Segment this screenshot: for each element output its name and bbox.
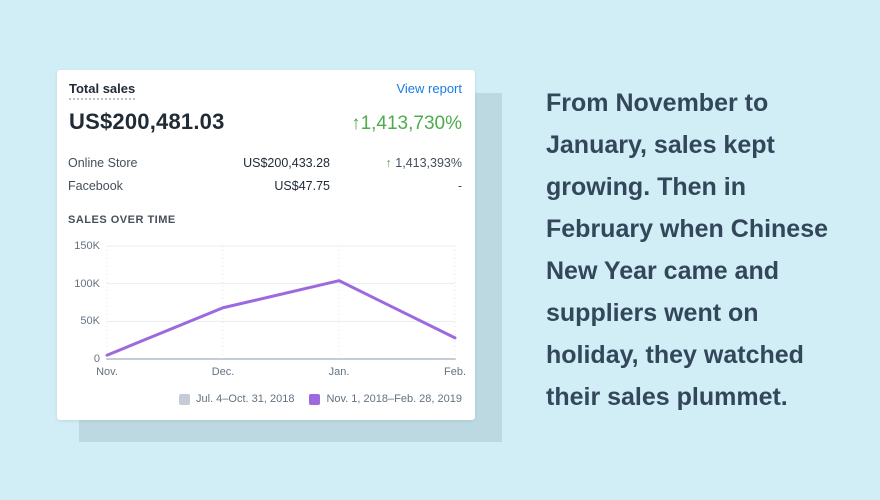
x-axis-tick-label: Feb. [443, 366, 467, 378]
x-axis: Nov. Dec. Jan. Feb. [96, 366, 466, 380]
channel-name: Online Store [68, 155, 138, 170]
channel-change-value: 1,413,393% [395, 155, 462, 170]
legend-swatch [178, 393, 190, 405]
caption-text: From November to January, sales kept gro… [546, 89, 829, 411]
y-axis-tick-label: 150K [74, 240, 100, 252]
y-axis-tick-label: 0 [93, 353, 100, 365]
x-axis-tick-label: Jan. [328, 366, 350, 378]
total-change-value: 1,413,730% [360, 113, 462, 134]
up-arrow-icon: ↑ [351, 113, 361, 134]
up-arrow-icon: ↑ [385, 155, 392, 170]
legend-item: Jul. 4–Oct. 31, 2018 [178, 393, 295, 405]
total-sales-change: ↑1,413,730% [351, 113, 462, 135]
legend-item: Nov. 1, 2018–Feb. 28, 2019 [309, 393, 462, 405]
total-sales-card: Total sales View report US$200,481.03 ↑1… [57, 70, 475, 420]
legend-label: Jul. 4–Oct. 31, 2018 [195, 393, 295, 405]
sales-chart: 0 50K 100K 150K Nov. Dec. Jan. Feb. [74, 240, 466, 378]
series-line [105, 279, 457, 357]
sales-chart-svg [105, 245, 457, 360]
chart-section-label: SALES OVER TIME [68, 214, 176, 226]
legend-label: Nov. 1, 2018–Feb. 28, 2019 [326, 393, 462, 405]
y-axis-tick-label: 100K [74, 277, 100, 290]
x-axis-tick-label: Nov. [96, 366, 118, 378]
view-report-link[interactable]: View report [396, 81, 462, 96]
channel-value: US$200,433.28 [243, 155, 330, 170]
card-header: Total sales View report [68, 81, 462, 100]
card-title: Total sales [69, 81, 136, 100]
channel-change-value: - [457, 178, 462, 193]
channel-change: - [330, 179, 462, 193]
x-axis-tick-label: Dec. [211, 366, 235, 378]
channel-change: ↑ 1,413,393% [330, 156, 462, 170]
table-row: Online Store US$200,433.28 ↑ 1,413,393% [68, 151, 462, 174]
channel-value: US$47.75 [274, 178, 330, 193]
y-axis: 0 50K 100K 150K [68, 240, 100, 365]
y-axis-tick-label: 50K [80, 315, 100, 328]
chart-plot-area: Nov. Dec. Jan. Feb. [96, 245, 466, 378]
channel-breakdown: Online Store US$200,433.28 ↑ 1,413,393% … [68, 151, 462, 197]
total-sales-amount: US$200,481.03 [69, 109, 225, 134]
chart-legend: Jul. 4–Oct. 31, 2018 Nov. 1, 2018–Feb. 28… [68, 393, 462, 405]
channel-name: Facebook [68, 178, 123, 193]
table-row: Facebook US$47.75 - [68, 174, 462, 197]
total-sales-summary: US$200,481.03 ↑1,413,730% [68, 109, 462, 135]
legend-swatch [309, 393, 321, 405]
